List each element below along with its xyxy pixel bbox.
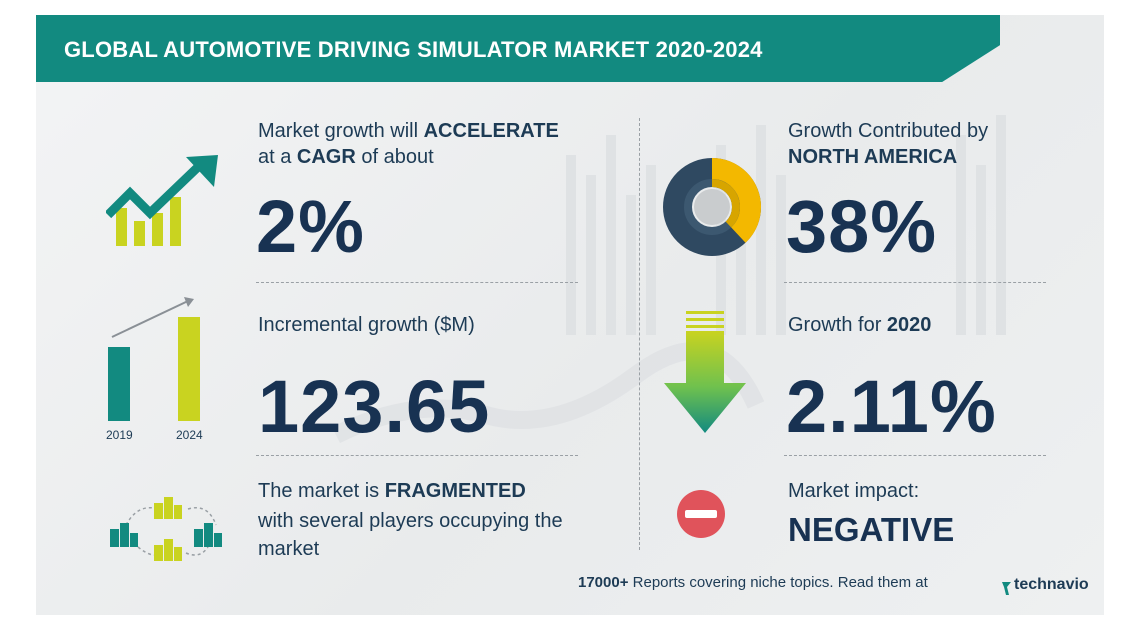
incremental-label: Incremental growth ($M) — [258, 314, 475, 336]
down-arrow-icon — [664, 311, 746, 433]
infographic-card: GLOBAL AUTOMOTIVE DRIVING SIMULATOR MARK… — [36, 15, 1104, 615]
column-divider — [639, 118, 640, 550]
yoy-label: Growth for 2020 — [788, 314, 932, 336]
fragmented-line-2: with several players occupying the — [258, 510, 563, 532]
region-line-2: NORTH AMERICA — [788, 146, 958, 168]
trend-up-arrow-icon — [106, 155, 218, 246]
technavio-logo-icon — [1002, 582, 1011, 595]
title-bar — [36, 15, 1000, 82]
row-divider-right-2 — [784, 455, 1046, 456]
region-value: 38% — [786, 185, 938, 268]
page-title: GLOBAL AUTOMOTIVE DRIVING SIMULATOR MARK… — [64, 37, 763, 62]
fragmented-line-3: market — [258, 538, 320, 560]
cagr-line-1: Market growth will ACCELERATE — [258, 120, 559, 142]
incremental-value: 123.65 — [258, 365, 491, 448]
impact-label: Market impact: — [788, 480, 920, 502]
fragmented-line-1: The market is FRAGMENTED — [258, 480, 526, 502]
yoy-value: 2.11% — [786, 365, 997, 448]
region-line-1: Growth Contributed by — [788, 120, 989, 142]
row-divider-left-2 — [256, 455, 578, 456]
bar-growth-icon — [108, 297, 200, 421]
buildings-network-icon — [110, 497, 222, 561]
donut-chart-icon — [663, 158, 761, 256]
row-divider-right-1 — [784, 282, 1046, 283]
cagr-value: 2% — [256, 185, 365, 268]
year-start-label: 2019 — [106, 428, 133, 442]
year-end-label: 2024 — [176, 428, 203, 442]
cagr-line-2: at a CAGR of about — [258, 146, 434, 168]
technavio-link[interactable]: technavio — [1014, 576, 1089, 593]
impact-value: NEGATIVE — [788, 511, 955, 548]
footer-text: 17000+ Reports covering niche topics. Re… — [578, 574, 928, 591]
row-divider-left-1 — [256, 282, 578, 283]
minus-circle-icon — [677, 490, 725, 538]
